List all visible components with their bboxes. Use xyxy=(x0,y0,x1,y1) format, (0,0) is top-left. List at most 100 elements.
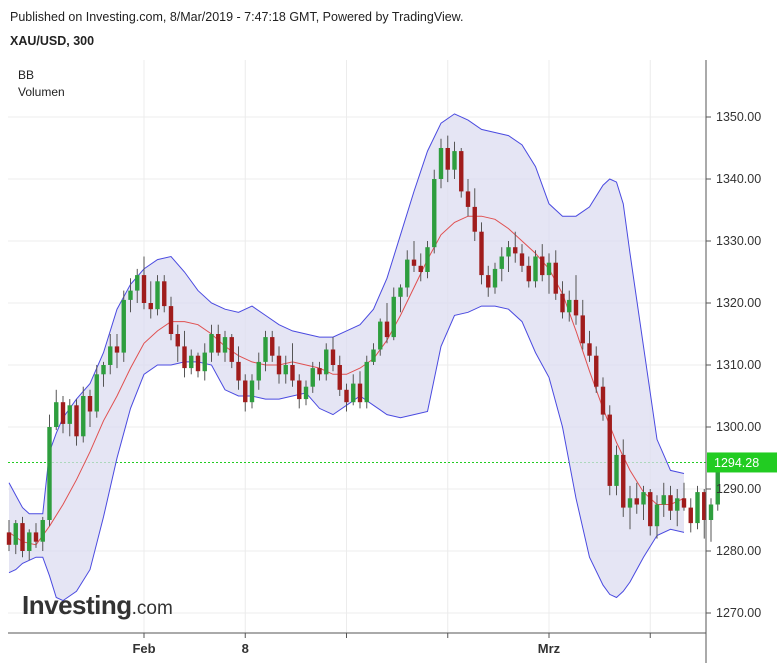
candle-body xyxy=(506,247,511,257)
candle-body xyxy=(371,349,376,362)
candle-body xyxy=(695,492,700,524)
candle xyxy=(303,380,309,406)
candle-body xyxy=(688,507,693,524)
candle-body xyxy=(627,498,633,508)
candle-body xyxy=(148,303,153,310)
indicator-label-bb[interactable]: BB xyxy=(18,68,35,82)
candle xyxy=(27,529,32,561)
candle xyxy=(243,374,248,412)
candle xyxy=(499,247,504,282)
candle-body xyxy=(634,498,639,505)
candle xyxy=(384,303,390,344)
candle-body xyxy=(351,383,356,403)
y-tick-label: 1340.00 xyxy=(716,172,761,186)
candle xyxy=(425,241,430,279)
candle xyxy=(607,405,612,496)
candle-body xyxy=(60,402,66,424)
candle-body xyxy=(249,380,255,403)
candle xyxy=(87,389,93,427)
candle xyxy=(648,489,653,536)
candle xyxy=(668,485,673,520)
candle xyxy=(40,516,45,551)
candle xyxy=(567,290,572,322)
candle xyxy=(702,489,707,539)
candle xyxy=(297,374,302,409)
candle xyxy=(594,346,599,393)
candle xyxy=(445,135,450,183)
candle xyxy=(573,275,579,325)
candle xyxy=(310,361,315,393)
logo-sub-text: .com xyxy=(131,598,173,619)
investing-logo: Investing.com xyxy=(22,590,173,621)
y-tick-label: 1300.00 xyxy=(716,420,761,434)
y-tick-label: 1270.00 xyxy=(716,606,761,620)
candle xyxy=(81,386,86,443)
candle-body xyxy=(432,179,437,248)
candle-body xyxy=(621,454,626,508)
candle-body xyxy=(222,337,228,353)
candle xyxy=(168,296,174,341)
candle-body xyxy=(357,383,363,403)
candle xyxy=(60,396,66,434)
y-tick-label: 1320.00 xyxy=(716,296,761,310)
candle-body xyxy=(324,349,329,375)
candle-body xyxy=(641,492,646,505)
candle xyxy=(560,281,565,319)
candle xyxy=(121,290,126,362)
candle-body xyxy=(486,275,491,288)
candle-body xyxy=(553,262,558,294)
candle xyxy=(438,138,444,189)
candle-body xyxy=(6,532,12,545)
candle xyxy=(580,299,585,350)
candle xyxy=(432,169,437,254)
candle xyxy=(486,265,491,297)
candle-body xyxy=(533,256,538,282)
candle xyxy=(546,253,552,294)
candle xyxy=(13,520,18,555)
candle xyxy=(249,374,255,409)
candle-body xyxy=(573,299,579,316)
candle-body xyxy=(708,504,714,520)
candle xyxy=(459,148,464,198)
indicator-label-volume[interactable]: Volumen xyxy=(18,85,65,99)
candle-body xyxy=(654,504,660,527)
candle-body xyxy=(283,365,288,375)
candle-body xyxy=(546,262,552,276)
candle-body xyxy=(94,374,99,412)
candle xyxy=(681,482,687,511)
candle xyxy=(47,414,52,527)
candle-body xyxy=(648,492,653,527)
candle xyxy=(6,520,12,551)
candle xyxy=(256,352,261,390)
current-price-label: 1294.28 xyxy=(714,456,759,470)
candle xyxy=(492,262,498,294)
candle-body xyxy=(418,265,423,272)
candle xyxy=(54,389,59,431)
candle-body xyxy=(560,293,565,313)
candle-body xyxy=(702,492,707,520)
y-tick-label: 1310.00 xyxy=(716,358,761,372)
candle-body xyxy=(175,334,180,347)
candle-body xyxy=(513,247,518,254)
candle-body xyxy=(594,355,599,387)
candle-body xyxy=(67,405,72,424)
candle xyxy=(688,498,693,533)
candle-body xyxy=(114,346,120,353)
x-tick-label: 8 xyxy=(242,641,249,656)
candle-body xyxy=(459,151,464,192)
candle xyxy=(411,241,417,272)
candle xyxy=(317,361,322,381)
candle xyxy=(418,253,423,282)
candle-body xyxy=(330,349,336,365)
candle-body xyxy=(236,361,241,381)
candle xyxy=(330,337,336,372)
candle-body xyxy=(445,148,450,170)
candle-body xyxy=(20,523,25,551)
candle-body xyxy=(81,396,86,437)
candle-body xyxy=(101,365,106,375)
candle-body xyxy=(162,281,167,307)
candle xyxy=(114,334,120,369)
candle xyxy=(519,244,525,272)
candle xyxy=(209,324,214,362)
